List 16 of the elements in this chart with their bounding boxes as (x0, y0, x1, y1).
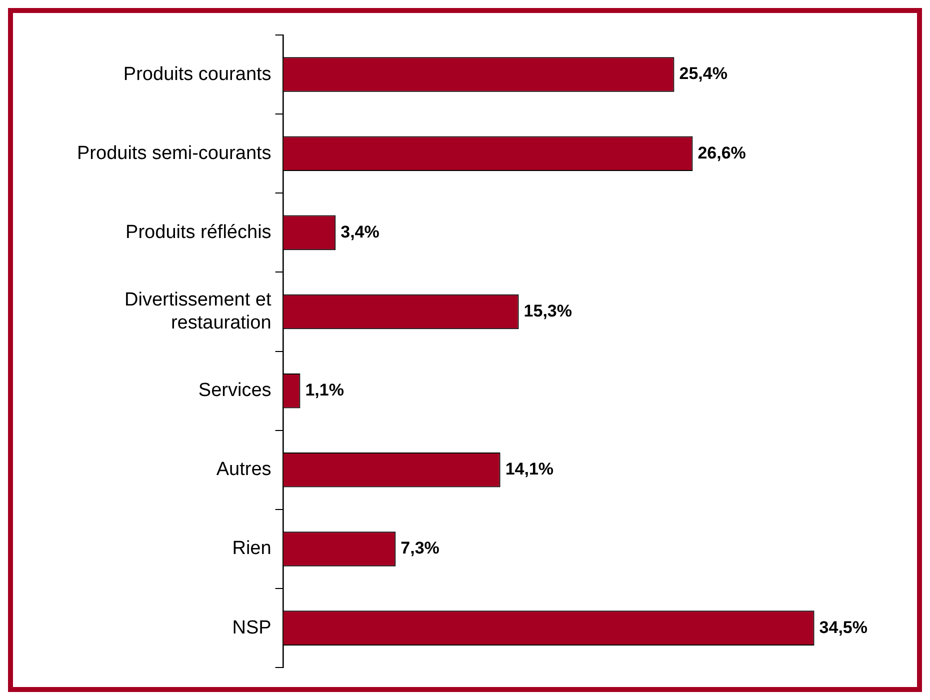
data-label: 34,5% (819, 618, 868, 637)
y-tick-label: NSP (232, 617, 272, 638)
y-tick-label: Produits réfléchis (126, 222, 272, 243)
y-tick-label: Produits semi-courants (77, 142, 272, 164)
data-label: 1,1% (305, 380, 344, 400)
y-tick-label: Rien (232, 538, 272, 560)
y-tick-label: Divertissement et restauration (124, 290, 272, 334)
y-tick-label: Produits courants (123, 64, 272, 85)
data-label: 7,3% (400, 538, 440, 558)
data-label: 14,1% (505, 460, 554, 479)
data-label: 26,6% (698, 143, 746, 162)
y-tick-label: Services (198, 380, 272, 402)
y-tick-label: Autres (216, 459, 272, 480)
data-label: 3,4% (340, 222, 380, 242)
data-label: 25,4% (679, 64, 728, 84)
data-label: 15,3% (524, 301, 572, 320)
